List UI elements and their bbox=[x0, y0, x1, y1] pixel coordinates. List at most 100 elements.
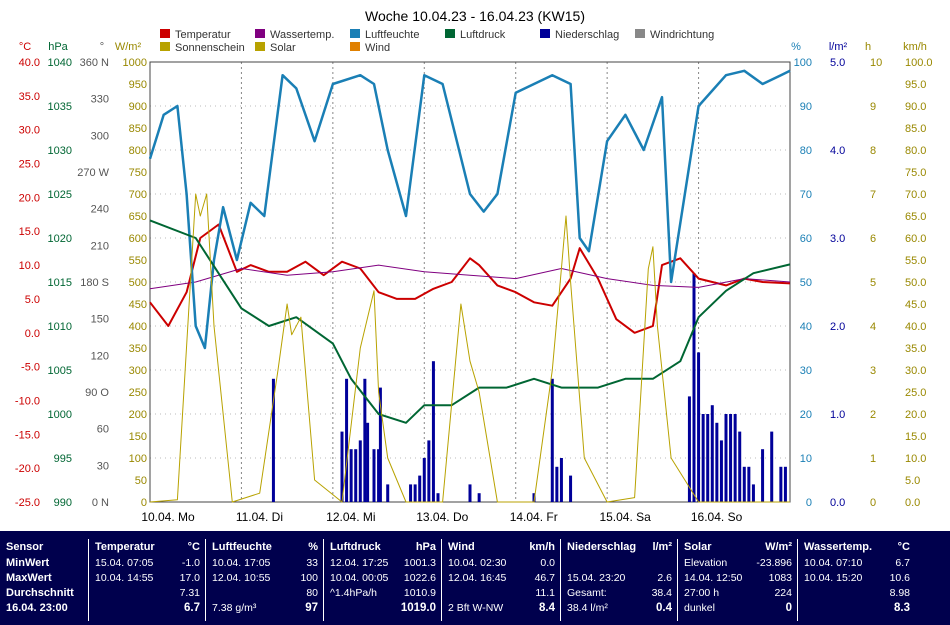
stats-row: Durchschnitt bbox=[6, 587, 82, 601]
axis-tick-label: 1005 bbox=[48, 365, 72, 377]
axis-tick-label: 60.0 bbox=[905, 233, 926, 245]
axis-tick-label: 1010 bbox=[48, 321, 72, 333]
stats-row-label: Durchschnitt bbox=[6, 587, 74, 599]
precipitation-bar bbox=[422, 458, 426, 502]
stats-column: Solar W/m² Elevation -23.896 14.04. 12:50 108… bbox=[677, 539, 798, 621]
stats-row-value: 97 bbox=[305, 602, 318, 614]
axis-tick-label: -5.0 bbox=[21, 362, 40, 374]
stats-row-value: 8.98 bbox=[889, 587, 910, 599]
stats-row: 10.04. 14:55 17.0 bbox=[95, 572, 200, 586]
axis-tick-label: 50.0 bbox=[905, 277, 926, 289]
axis-tick-label: 360 N bbox=[80, 57, 109, 69]
axis-tick-label: 3.0 bbox=[830, 233, 845, 245]
stats-row-label: 10.04. 07:10 bbox=[804, 557, 863, 569]
axis-tick-label: 55.0 bbox=[905, 255, 926, 267]
stats-row: MinWert bbox=[6, 557, 82, 571]
axis-tick-label: 210 bbox=[91, 240, 109, 252]
axis-tick-label: 40.0 bbox=[19, 57, 40, 69]
legend-swatch bbox=[255, 29, 265, 38]
stats-row-label: 2 Bft W-NW bbox=[448, 602, 504, 614]
axis-unit-label: W/m² bbox=[115, 41, 142, 53]
precipitation-bar bbox=[418, 475, 422, 502]
stats-row-value: 8.4 bbox=[539, 602, 555, 614]
x-axis-label: 14.04. Fr bbox=[510, 510, 558, 524]
precipitation-bar bbox=[427, 440, 431, 502]
stats-row-value: -1.0 bbox=[181, 557, 200, 569]
stats-row-value: 1022.6 bbox=[403, 572, 436, 584]
axis-tick-label: 90 bbox=[800, 101, 812, 113]
precipitation-bars bbox=[271, 273, 787, 502]
stats-row-value: 2.6 bbox=[657, 572, 672, 584]
legend-label: Niederschlag bbox=[555, 29, 619, 41]
precipitation-bar bbox=[271, 378, 275, 502]
stats-unit: °C bbox=[187, 541, 200, 553]
precipitation-bar bbox=[372, 449, 376, 502]
stats-row: 10.04. 17:05 33 bbox=[212, 557, 318, 571]
axis-tick-label: 750 bbox=[129, 167, 147, 179]
precipitation-bar bbox=[697, 352, 701, 502]
precipitation-bar bbox=[733, 414, 737, 502]
axis-tick-label: 0 bbox=[806, 497, 812, 509]
axis-tick-label: 90 O bbox=[85, 387, 109, 399]
stats-row-value: 8.3 bbox=[894, 602, 910, 614]
axis-tick-label: 6 bbox=[870, 233, 876, 245]
precipitation-bar bbox=[354, 449, 358, 502]
stats-row-value: 1001.3 bbox=[403, 557, 436, 569]
stats-row-value: 11.1 bbox=[535, 587, 555, 599]
stats-row: dunkel 0 bbox=[684, 602, 792, 616]
stats-row-label: 15.04. 23:20 bbox=[567, 572, 626, 584]
stats-row-value: 7.31 bbox=[179, 587, 200, 599]
axis-tick-label: 0 bbox=[870, 497, 876, 509]
stats-header: Sensor bbox=[6, 541, 44, 553]
stats-row-label: dunkel bbox=[684, 602, 715, 614]
axis-tick-label: 650 bbox=[129, 211, 147, 223]
axis-tick-label: 75.0 bbox=[905, 167, 926, 179]
precipitation-bar bbox=[770, 431, 774, 502]
precipitation-bar bbox=[706, 414, 710, 502]
precipitation-bar bbox=[349, 449, 353, 502]
precipitation-bar bbox=[692, 273, 696, 502]
axis-tick-label: 100 bbox=[794, 57, 812, 69]
precipitation-bar bbox=[532, 493, 536, 502]
axis-tick-label: 10 bbox=[870, 57, 882, 69]
stats-row-label: 10.04. 02:30 bbox=[448, 557, 507, 569]
stats-unit: hPa bbox=[415, 541, 436, 553]
axis-tick-label: 150 bbox=[91, 314, 109, 326]
axis-tick-label: 5.0 bbox=[905, 475, 920, 487]
axis-tick-label: 250 bbox=[129, 387, 147, 399]
precipitation-bar bbox=[363, 378, 367, 502]
stats-row-value: 33 bbox=[306, 557, 318, 569]
stats-row-value: 0 bbox=[785, 602, 792, 614]
stats-header: Solar bbox=[684, 541, 712, 553]
axis-tick-label: 240 bbox=[91, 204, 109, 216]
axis-tick-label: 1020 bbox=[48, 233, 72, 245]
axis-tick-label: 95.0 bbox=[905, 79, 926, 91]
stats-row-value: 17.0 bbox=[179, 572, 200, 584]
axis-tick-label: 400 bbox=[129, 321, 147, 333]
precipitation-bar bbox=[779, 466, 783, 502]
series-line-luftfeuchte bbox=[148, 69, 791, 350]
precipitation-bar bbox=[719, 440, 723, 502]
axis-tick-label: 70.0 bbox=[905, 189, 926, 201]
x-axis-labels: 10.04. Mo 11.04. Di 12.04. Mi 13.04. Do 14.0… bbox=[141, 510, 742, 524]
precipitation-bar bbox=[378, 387, 382, 502]
axis-tick-label: 80 bbox=[800, 145, 812, 157]
stats-row: 10.04. 07:10 6.7 bbox=[804, 557, 910, 571]
stats-row: 12.04. 17:25 1001.3 bbox=[330, 557, 436, 571]
axis-tick-label: 20 bbox=[800, 409, 812, 421]
stats-row-label: 14.04. 12:50 bbox=[684, 572, 743, 584]
legend-swatch bbox=[445, 29, 455, 38]
precipitation-bar bbox=[738, 431, 742, 502]
precipitation-bar bbox=[413, 484, 417, 502]
axis-tick-label: -25.0 bbox=[15, 497, 40, 509]
axis-tick-label: 3 bbox=[870, 365, 876, 377]
axis-tick-label: 700 bbox=[129, 189, 147, 201]
axis-tick-label: 150 bbox=[129, 431, 147, 443]
stats-row: ^1.4hPa/h 1010.9 bbox=[330, 587, 436, 601]
axis-tick-label: 15.0 bbox=[905, 431, 926, 443]
stats-unit: l/m² bbox=[652, 541, 672, 553]
axis-tick-label: 100 bbox=[129, 453, 147, 465]
precipitation-bar bbox=[751, 484, 755, 502]
stats-row-label: 10.04. 00:05 bbox=[330, 572, 389, 584]
legend-label: Luftfeuchte bbox=[365, 29, 419, 41]
